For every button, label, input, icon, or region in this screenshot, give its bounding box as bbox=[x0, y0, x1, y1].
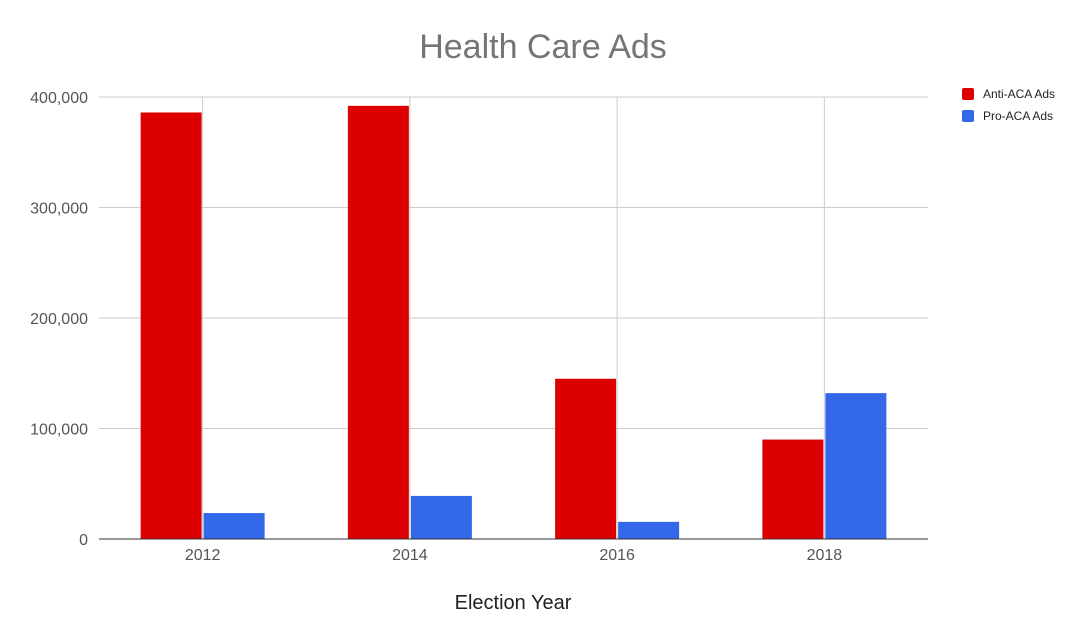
bar-anti-aca-ads-2018 bbox=[762, 439, 824, 539]
chart-title: Health Care Ads bbox=[419, 28, 667, 66]
bar-pro-aca-ads-2016 bbox=[618, 521, 680, 539]
bars bbox=[140, 105, 887, 539]
legend: Anti-ACA Ads Pro-ACA Ads bbox=[962, 87, 1055, 123]
bar-pro-aca-ads-2012 bbox=[203, 513, 265, 539]
x-tick-label: 2018 bbox=[807, 547, 843, 564]
y-tick-label: 0 bbox=[79, 532, 88, 549]
legend-label: Pro-ACA Ads bbox=[983, 109, 1053, 123]
legend-swatch bbox=[962, 110, 974, 122]
y-tick-label: 200,000 bbox=[30, 311, 88, 328]
legend-swatch bbox=[962, 88, 974, 100]
gridlines bbox=[99, 96, 928, 539]
y-axis-ticks: 0 100,000 200,000 300,000 400,000 bbox=[30, 90, 88, 549]
x-tick-label: 2014 bbox=[392, 547, 428, 564]
y-tick-label: 100,000 bbox=[30, 422, 88, 439]
x-tick-label: 2016 bbox=[599, 547, 635, 564]
legend-label: Anti-ACA Ads bbox=[983, 87, 1055, 101]
y-tick-label: 300,000 bbox=[30, 201, 88, 218]
x-axis-ticks: 2012 2014 2016 2018 bbox=[185, 547, 842, 564]
bar-anti-aca-ads-2016 bbox=[555, 378, 617, 539]
x-axis-title: Election Year bbox=[455, 592, 572, 614]
bar-pro-aca-ads-2014 bbox=[410, 495, 472, 539]
bar-anti-aca-ads-2014 bbox=[347, 105, 409, 539]
bar-anti-aca-ads-2012 bbox=[140, 112, 202, 539]
y-tick-label: 400,000 bbox=[30, 90, 88, 107]
x-tick-label: 2012 bbox=[185, 547, 221, 564]
bar-pro-aca-ads-2018 bbox=[825, 393, 887, 539]
